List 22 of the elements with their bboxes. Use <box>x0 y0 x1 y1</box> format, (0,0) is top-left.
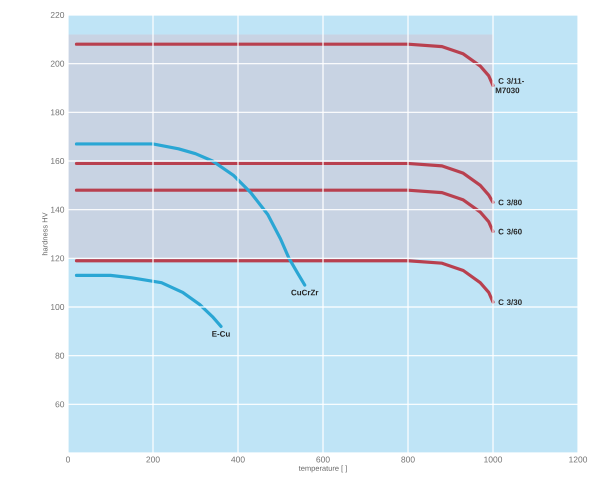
y-tick-label: 80 <box>55 352 64 359</box>
line-series <box>74 259 495 304</box>
x-tick-label: 0 <box>66 456 70 463</box>
x-tick-label: 600 <box>316 456 330 463</box>
line-series <box>74 162 495 204</box>
y-tick-label: 200 <box>50 60 64 67</box>
y-tick-label: 60 <box>56 401 64 408</box>
x-tick-label: 1000 <box>484 456 502 463</box>
y-tick-label: 120 <box>50 255 64 262</box>
x-tick-label: 400 <box>231 456 245 463</box>
y-tick-label: 140 <box>50 206 64 213</box>
line-series <box>74 274 223 328</box>
line-series <box>74 142 306 287</box>
x-tick-label: 800 <box>401 456 415 463</box>
line-series <box>74 188 495 234</box>
y-tick-label: 160 <box>50 158 64 164</box>
y-tick-label: 220 <box>50 12 64 18</box>
line-series <box>74 42 495 88</box>
x-tick-label: 200 <box>146 456 160 463</box>
y-tick-label: 100 <box>50 304 64 310</box>
x-tick-label: 1200 <box>569 456 588 463</box>
y-tick-label: 180 <box>50 109 64 116</box>
